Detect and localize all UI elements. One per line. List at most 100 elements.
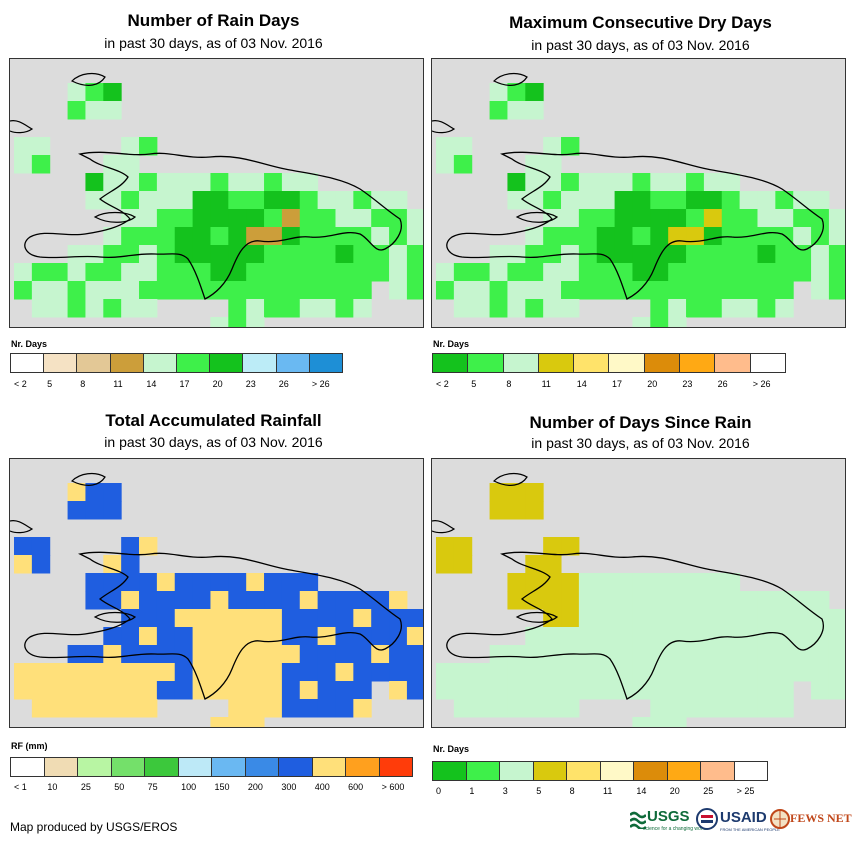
grid-cell <box>543 281 562 300</box>
grid-cell <box>121 281 140 300</box>
grid-cell <box>121 173 140 192</box>
island-outline <box>515 211 559 223</box>
grid-cell <box>67 263 86 282</box>
grid-cell <box>281 227 301 246</box>
legend-bar <box>10 353 343 373</box>
grid-cell <box>156 173 176 192</box>
grid-cell <box>668 317 687 327</box>
grid-cell <box>668 645 687 664</box>
legend-swatch <box>644 354 681 372</box>
grid-cell <box>246 281 265 300</box>
grid-cell <box>389 191 408 210</box>
grid-cell <box>739 699 758 718</box>
panel-max-dry-days: Maximum Consecutive Dry Days in past 30 … <box>427 0 854 400</box>
legend-swatch <box>178 758 212 776</box>
legend-label: 20 <box>669 786 680 796</box>
grid-cell <box>650 299 669 318</box>
legend-label: 8 <box>80 379 86 389</box>
grid-cell <box>299 263 319 282</box>
grid-cell <box>436 555 455 574</box>
legend-label: 3 <box>502 786 508 796</box>
grid-cell <box>139 137 158 156</box>
grid-cell <box>668 663 687 682</box>
grid-cell <box>489 245 508 264</box>
grid-cell <box>121 645 140 664</box>
grid-cell <box>507 83 526 102</box>
grid-cell <box>828 663 845 682</box>
panel-days-since-rain: Number of Days Since Rain in past 30 day… <box>427 400 854 845</box>
grid-cell <box>406 627 423 646</box>
grid-cell <box>686 663 705 682</box>
grid-cell <box>757 299 776 318</box>
legend-swatch <box>667 762 701 780</box>
grid-cell <box>335 227 354 246</box>
grid-cell <box>721 645 741 664</box>
legend-swatch <box>11 758 45 776</box>
grid-cell <box>85 299 104 318</box>
grid-cell <box>775 191 794 210</box>
grid-cell <box>775 299 794 318</box>
grid-cell <box>406 245 423 264</box>
legend-swatch <box>567 762 601 780</box>
grid-cell <box>281 609 301 628</box>
island-outline <box>70 72 106 86</box>
grid-cell <box>317 263 336 282</box>
grid-cell <box>121 681 140 700</box>
grid-cell <box>67 501 86 520</box>
grid-cell <box>14 137 33 156</box>
grid-cell <box>246 591 265 610</box>
grid-cell <box>828 209 845 228</box>
grid-cell <box>650 591 669 610</box>
grid-cell <box>406 281 423 300</box>
legend-label: 23 <box>682 379 693 389</box>
panel-subtitle: in past 30 days, as of 03 Nov. 2016 <box>531 37 750 53</box>
grid-cell <box>317 209 336 228</box>
grid-cell <box>31 281 51 300</box>
grid-cell <box>246 663 265 682</box>
grid-cell <box>793 627 812 646</box>
legend-label: 11 <box>113 379 123 389</box>
island-outline <box>432 520 456 534</box>
grid-cell <box>371 191 390 210</box>
grid-cell <box>281 173 301 192</box>
grid-cell <box>174 591 194 610</box>
legend-swatch <box>309 354 343 372</box>
grid-cell <box>686 681 705 700</box>
grid-cell <box>192 191 211 210</box>
grid-cell <box>436 681 455 700</box>
grid-cell <box>632 609 651 628</box>
grid-cell <box>703 191 723 210</box>
grid-cell <box>49 299 69 318</box>
grid-cell <box>85 101 104 120</box>
grid-cell <box>578 281 598 300</box>
grid-cell <box>85 663 104 682</box>
grid-cell <box>507 573 526 592</box>
grid-cell <box>103 591 122 610</box>
grid-cell <box>686 573 705 592</box>
legend-labels: < 2 5 8 11 14 17 20 23 26 > 26 <box>432 379 784 391</box>
grid-cell <box>121 555 140 574</box>
grid-cell <box>757 227 776 246</box>
grid-cell <box>543 555 562 574</box>
grid-cell <box>668 699 687 718</box>
grid-cell <box>156 663 176 682</box>
grid-cell <box>210 717 229 727</box>
legend-label: 5 <box>471 379 477 389</box>
legend-swatch <box>701 762 735 780</box>
usgs-tagline: science for a changing world <box>643 826 707 832</box>
grid-cell <box>739 663 758 682</box>
grid-cell <box>31 263 51 282</box>
grid-cell <box>371 627 390 646</box>
grid-cell <box>453 699 473 718</box>
grid-cell <box>121 663 140 682</box>
grid-cell <box>525 483 544 502</box>
legend-swatch <box>143 354 178 372</box>
grid-cell <box>828 263 845 282</box>
grid-cell <box>757 627 776 646</box>
grid-cell <box>210 609 229 628</box>
grid-cell <box>299 681 319 700</box>
grid-cell <box>174 263 194 282</box>
grid-cell <box>389 663 408 682</box>
legend-label: 100 <box>181 782 197 792</box>
map-grid <box>10 472 423 727</box>
